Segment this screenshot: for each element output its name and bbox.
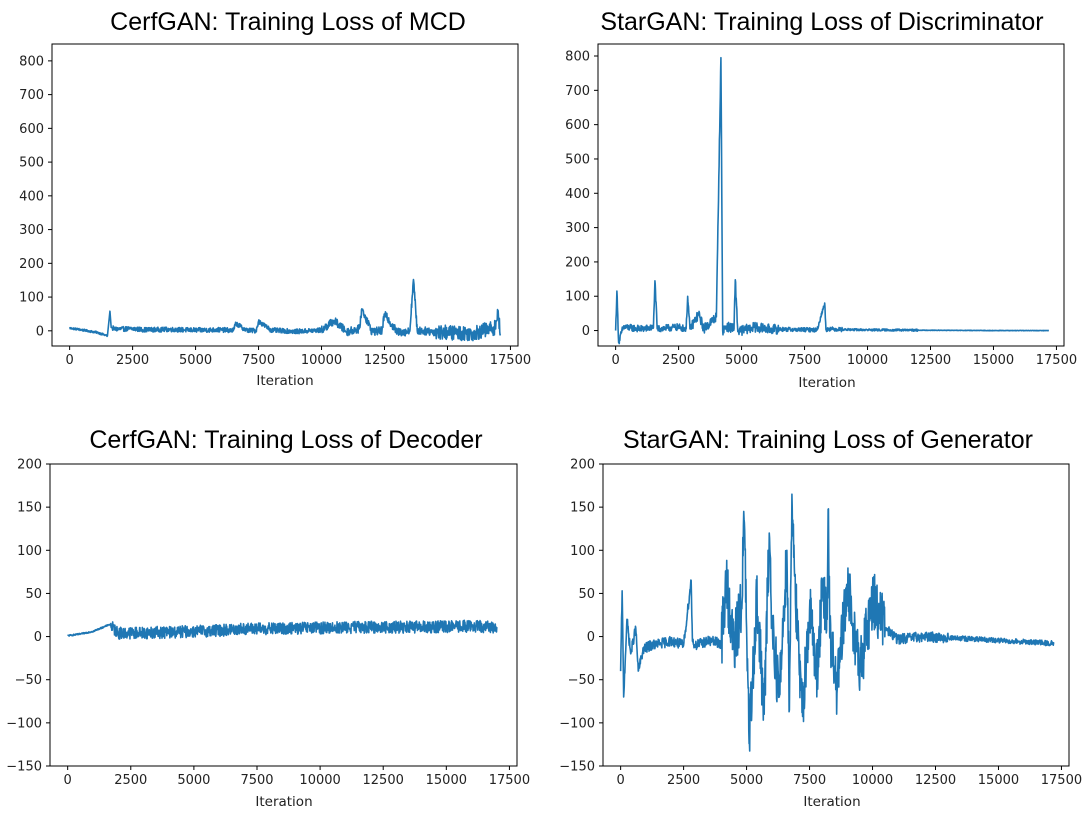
x-tick-label: 5000 (177, 773, 210, 788)
y-tick-label: 0 (587, 630, 595, 645)
x-tick-label: 15000 (978, 773, 1019, 788)
chart-title: CerfGAN: Training Loss of Decoder (89, 426, 482, 454)
y-tick-label: −150 (6, 760, 42, 775)
plot-area: 0 2500 5000 7500 10000 12500 15000 17500 −150 −10… (6, 458, 530, 789)
x-tick-label: 17500 (1036, 353, 1077, 368)
x-tick-label: 5000 (730, 773, 763, 788)
y-tick-label: 100 (565, 290, 590, 305)
panel-cerfgan-decoder: CerfGAN: Training Loss of Decoder 0 2500 5… (6, 426, 530, 810)
y-tick-label: 100 (19, 291, 44, 306)
x-tick-label: 10000 (847, 353, 888, 368)
x-tick-label: 17500 (490, 353, 531, 368)
plot-area: 0 2500 5000 7500 10000 12500 15000 17500 0 100 200… (19, 43, 531, 368)
panel-stargan-discriminator: StarGAN: Training Loss of Discriminator … (565, 8, 1077, 391)
y-tick-label: 600 (565, 118, 590, 133)
y-tick-label: 400 (565, 187, 590, 202)
y-tick-label: −50 (568, 673, 595, 688)
y-tick-label: 150 (17, 501, 42, 516)
x-tick-label: 15000 (973, 353, 1014, 368)
series-line (68, 278, 502, 342)
x-tick-label: 0 (64, 773, 72, 788)
x-axis-label: Iteration (255, 794, 312, 810)
x-tick-label: 0 (616, 773, 624, 788)
x-tick-label: 17500 (1041, 773, 1082, 788)
series-line (614, 56, 1050, 345)
axes-frame (602, 463, 1070, 767)
axes-frame (51, 43, 519, 347)
y-tick-label: 200 (570, 458, 595, 473)
x-tick-label: 12500 (363, 773, 404, 788)
x-tick-label: 10000 (852, 773, 893, 788)
x-tick-label: 12500 (915, 773, 956, 788)
x-tick-label: 12500 (364, 353, 405, 368)
x-tick-label: 12500 (910, 353, 951, 368)
chart-title: StarGAN: Training Loss of Discriminator (600, 8, 1043, 36)
panel-cerfgan-mcd: CerfGAN: Training Loss of MCD 0 2500 5000 7… (19, 8, 531, 389)
x-tick-label: 7500 (242, 353, 275, 368)
x-tick-label: 10000 (299, 773, 340, 788)
x-axis-label: Iteration (803, 794, 860, 810)
y-tick-label: 800 (565, 50, 590, 65)
x-tick-label: 7500 (240, 773, 273, 788)
y-tick-label: 800 (19, 54, 44, 69)
y-tick-label: 0 (36, 324, 44, 339)
y-tick-label: 100 (17, 544, 42, 559)
y-tick-label: 50 (578, 587, 595, 602)
x-tick-label: 15000 (426, 773, 467, 788)
x-tick-label: 0 (611, 353, 619, 368)
y-tick-label: 600 (19, 122, 44, 137)
plot-area: 0 2500 5000 7500 10000 12500 15000 17500 −150 −10… (559, 458, 1082, 789)
y-tick-label: 700 (565, 84, 590, 99)
y-tick-label: 500 (565, 152, 590, 167)
x-tick-label: 10000 (301, 353, 342, 368)
y-tick-label: −100 (559, 716, 595, 731)
y-tick-label: 50 (25, 587, 42, 602)
y-tick-label: 300 (19, 223, 44, 238)
x-tick-label: 2500 (667, 773, 700, 788)
chart-title: StarGAN: Training Loss of Generator (623, 426, 1033, 454)
axes-frame (49, 463, 518, 767)
series-line (619, 493, 1055, 752)
x-tick-label: 17500 (489, 773, 530, 788)
x-axis-label: Iteration (798, 375, 855, 391)
axes-frame (597, 43, 1065, 347)
x-tick-label: 5000 (179, 353, 212, 368)
y-tick-label: 0 (582, 324, 590, 339)
x-tick-label: 2500 (116, 353, 149, 368)
x-tick-label: 0 (65, 353, 73, 368)
y-tick-label: 100 (570, 544, 595, 559)
y-tick-label: 400 (19, 189, 44, 204)
y-tick-label: 500 (19, 156, 44, 171)
series-line (67, 619, 498, 640)
y-tick-label: 0 (34, 630, 42, 645)
x-tick-label: 7500 (793, 773, 826, 788)
y-tick-label: −150 (559, 760, 595, 775)
x-tick-label: 15000 (427, 353, 468, 368)
y-tick-label: 200 (565, 255, 590, 270)
y-tick-label: −50 (15, 673, 42, 688)
y-tick-label: 200 (19, 257, 44, 272)
x-axis-label: Iteration (256, 373, 313, 389)
chart-title: CerfGAN: Training Loss of MCD (110, 8, 466, 36)
y-tick-label: 700 (19, 88, 44, 103)
y-tick-label: 300 (565, 221, 590, 236)
x-tick-label: 2500 (662, 353, 695, 368)
x-tick-label: 2500 (114, 773, 147, 788)
plot-area: 0 2500 5000 7500 10000 12500 15000 17500 0 100 200… (565, 43, 1077, 368)
y-tick-label: 150 (570, 501, 595, 516)
x-tick-label: 7500 (788, 353, 821, 368)
x-tick-label: 5000 (725, 353, 758, 368)
y-tick-label: −100 (6, 716, 42, 731)
y-tick-label: 200 (17, 458, 42, 473)
panel-stargan-generator: StarGAN: Training Loss of Generator 0 250… (559, 426, 1082, 810)
